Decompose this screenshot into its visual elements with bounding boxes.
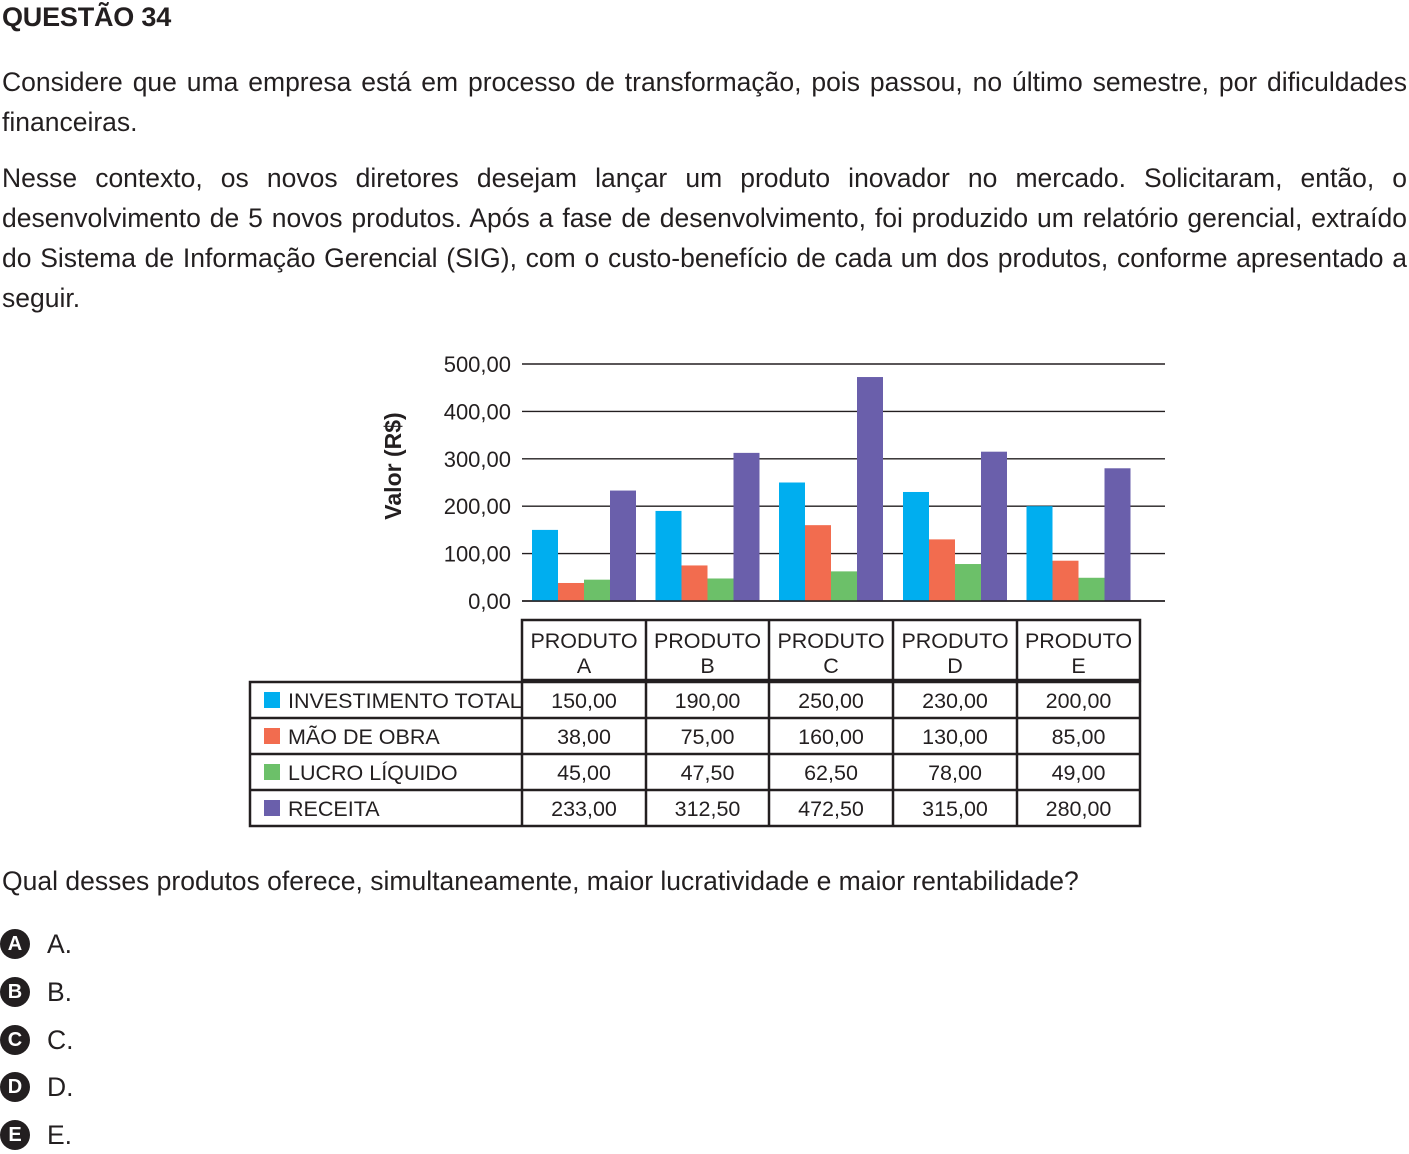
category-label: PRODUTO	[1025, 629, 1132, 653]
bar	[779, 482, 805, 601]
category-label: C	[823, 654, 839, 678]
bar	[955, 564, 981, 601]
bar	[584, 579, 610, 601]
legend-swatch	[264, 764, 280, 780]
data-cell-value: 233,00	[551, 797, 617, 821]
data-cell-value: 160,00	[798, 725, 864, 749]
data-cell-value: 47,50	[681, 761, 735, 785]
option-e-badge: E	[0, 1120, 30, 1150]
legend-label: LUCRO LÍQUIDO	[288, 760, 458, 785]
question-title: QUESTÃO 34	[2, 2, 172, 32]
option-c-text: C.	[47, 1024, 74, 1055]
category-label: E	[1071, 654, 1085, 678]
category-label: PRODUTO	[530, 629, 637, 653]
data-cell-value: 190,00	[675, 689, 741, 713]
bar	[655, 510, 682, 601]
legend-label: MÃO DE OBRA	[288, 724, 440, 749]
y-tick-label: 0,00	[468, 589, 511, 614]
data-cell-value: 78,00	[928, 761, 982, 785]
bar	[981, 451, 1007, 601]
bar	[1052, 560, 1079, 601]
category-label: D	[947, 654, 963, 678]
legend-swatch	[264, 800, 280, 816]
option-e[interactable]: E E.	[0, 1116, 72, 1154]
question-text: Qual desses produtos oferece, simultanea…	[2, 866, 1079, 896]
legend-swatch	[264, 692, 280, 708]
data-cell-value: 200,00	[1046, 689, 1112, 713]
option-b-badge: B	[0, 977, 30, 1007]
y-tick-label: 100,00	[444, 542, 511, 567]
legend-swatch	[264, 728, 280, 744]
data-cell-value: 75,00	[681, 725, 735, 749]
bar	[707, 578, 734, 601]
bar	[903, 491, 929, 601]
data-cell-value: 49,00	[1052, 761, 1106, 785]
data-cell-value: 312,50	[675, 797, 741, 821]
data-cell-value: 230,00	[922, 689, 988, 713]
option-c[interactable]: C C.	[0, 1021, 74, 1059]
category-label: PRODUTO	[777, 629, 884, 653]
legend-label: RECEITA	[288, 797, 380, 821]
data-cell-value: 62,50	[804, 761, 858, 785]
option-c-badge: C	[0, 1025, 30, 1055]
table-header-border	[520, 618, 1142, 682]
category-label: PRODUTO	[901, 629, 1008, 653]
bar	[733, 452, 760, 601]
option-d-text: D.	[47, 1071, 74, 1102]
data-cell-value: 38,00	[557, 725, 611, 749]
bar	[532, 529, 558, 601]
bar	[831, 571, 857, 601]
data-cell-value: 315,00	[922, 797, 988, 821]
option-a-badge: A	[0, 929, 30, 959]
bar	[1104, 468, 1131, 601]
bar	[929, 539, 955, 601]
data-cell-value: 150,00	[551, 689, 617, 713]
intro-paragraph: Considere que uma empresa está em proces…	[2, 67, 1407, 137]
data-cell-value: 250,00	[798, 689, 864, 713]
data-cell-value: 130,00	[922, 725, 988, 749]
option-a-text: A.	[47, 928, 73, 959]
bar	[681, 565, 708, 601]
bar	[1078, 577, 1105, 601]
y-tick-label: 500,00	[444, 352, 511, 377]
y-axis-label: Valor (R$)	[380, 412, 406, 519]
y-tick-label: 300,00	[444, 447, 511, 472]
legend-label: INVESTIMENTO TOTAL	[288, 689, 522, 713]
bar	[558, 582, 584, 601]
option-e-text: E.	[47, 1119, 73, 1150]
category-label: B	[700, 654, 714, 678]
context-paragraph: Nesse contexto, os novos diretores desej…	[2, 163, 1407, 313]
bar	[1026, 506, 1053, 601]
data-cell-value: 472,50	[798, 797, 864, 821]
data-cell-value: 280,00	[1046, 797, 1112, 821]
option-d[interactable]: D D.	[0, 1068, 74, 1106]
bar	[610, 490, 636, 601]
bar	[857, 377, 883, 601]
category-label: A	[577, 654, 592, 678]
data-cell-value: 85,00	[1052, 725, 1106, 749]
y-tick-label: 400,00	[444, 399, 511, 424]
option-b-text: B.	[47, 976, 73, 1007]
bar	[805, 525, 831, 601]
option-a[interactable]: A A.	[0, 925, 72, 963]
table-body-border	[248, 680, 1142, 828]
option-b[interactable]: B B.	[0, 973, 72, 1011]
category-label: PRODUTO	[654, 629, 761, 653]
data-cell-value: 45,00	[557, 761, 611, 785]
y-tick-label: 200,00	[444, 494, 511, 519]
option-d-badge: D	[0, 1072, 30, 1102]
